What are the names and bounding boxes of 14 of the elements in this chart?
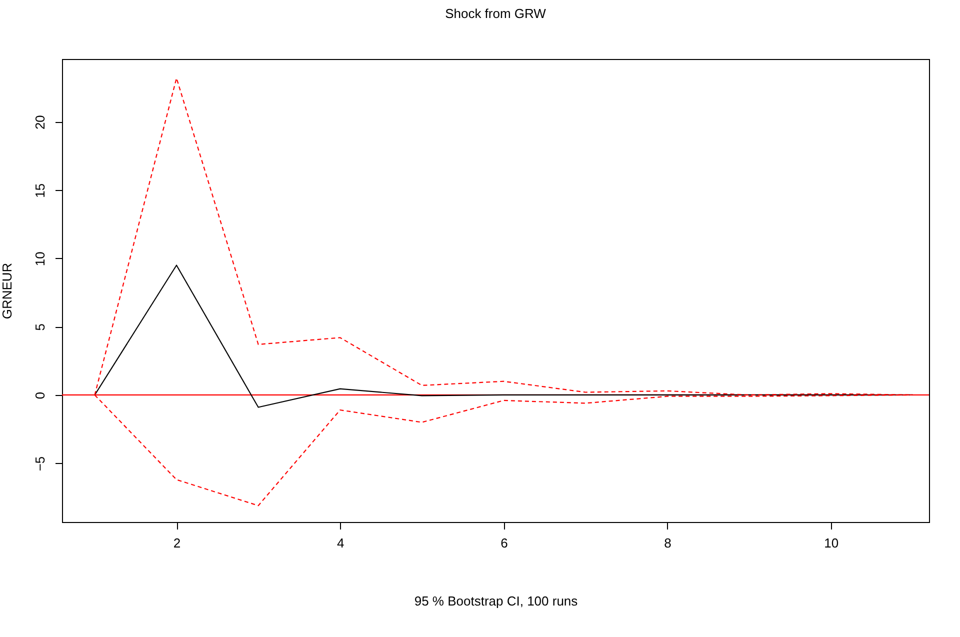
x-tick-label: 4 (336, 536, 344, 550)
x-tick-label: 2 (173, 536, 181, 550)
y-tick-label: 15 (32, 183, 48, 198)
y-tick-label: −5 (32, 456, 48, 472)
y-tick-label: 20 (32, 115, 48, 130)
chart-title: Shock from GRW (445, 6, 547, 21)
y-tick-label: 5 (32, 324, 48, 331)
y-tick-label: 0 (32, 392, 48, 400)
x-tick-label: 8 (664, 536, 672, 550)
x-axis-title: 95 % Bootstrap CI, 100 runs (414, 594, 578, 608)
x-tick-label: 6 (500, 536, 508, 550)
y-axis-title: GRNEUR (0, 262, 14, 320)
x-tick-label: 10 (824, 536, 839, 550)
y-tick-label: 10 (32, 252, 48, 266)
